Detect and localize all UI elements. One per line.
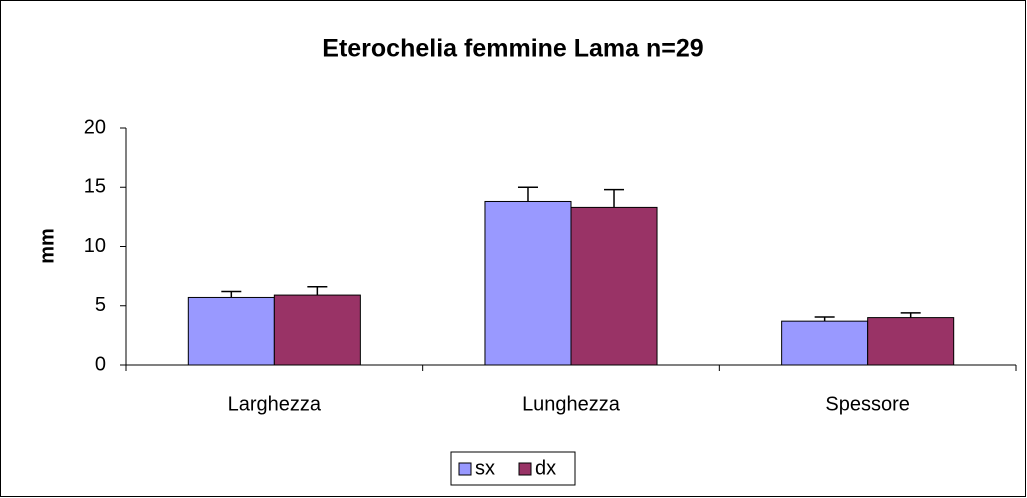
bar [781,320,869,366]
y-tick-label: 15 [84,176,106,198]
x-tick-label: Lunghezza [522,393,621,415]
bar [273,294,361,366]
y-tick-label: 0 [95,353,106,375]
bar [570,206,658,366]
y-tick-label: 5 [95,294,106,316]
y-tick-label: 20 [84,116,106,138]
legend-swatch [518,462,532,476]
bar [484,200,572,366]
y-tick-label: 10 [84,235,106,257]
bar [867,317,955,366]
y-axis-label: mm [36,228,58,264]
legend-box [450,451,576,486]
legend-label: dx [535,457,556,479]
legend-swatch [458,462,472,476]
legend-label: sx [475,457,495,479]
x-tick-label: Spessore [825,393,910,415]
chart-title: Eterochelia femmine Lama n=29 [322,35,703,63]
bar [187,296,275,366]
x-tick-label: Larghezza [228,393,322,415]
